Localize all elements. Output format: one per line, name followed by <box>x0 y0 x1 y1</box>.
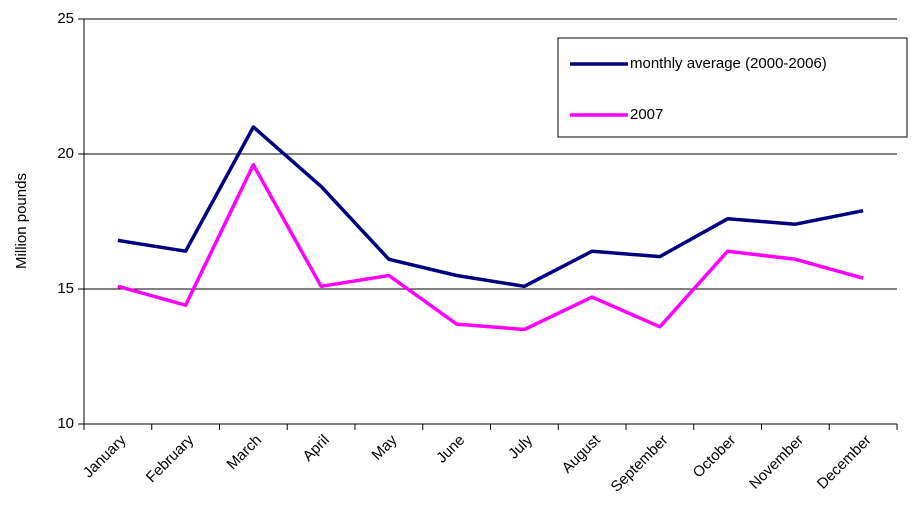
y-tick-label: 25 <box>57 10 74 27</box>
legend-box <box>557 37 908 138</box>
x-tick-label: April <box>300 432 333 465</box>
x-tick-label: March <box>224 432 265 473</box>
x-tick-label: February <box>143 431 198 486</box>
series-line <box>117 125 864 289</box>
legend: monthly average (2000-2006) 2007 <box>557 37 908 138</box>
x-tick-label: December <box>814 432 875 493</box>
series-line <box>117 163 864 332</box>
legend-label: 2007 <box>630 106 663 123</box>
x-tick-label: November <box>746 432 807 493</box>
x-tick-label: August <box>559 431 605 477</box>
x-tick-label: July <box>505 431 536 462</box>
y-axis-label: Million pounds <box>13 173 30 269</box>
y-tick-label: 10 <box>57 415 74 432</box>
y-tick-label: 15 <box>57 280 74 297</box>
x-tick-label: May <box>368 431 400 463</box>
x-tick-label: June <box>433 432 468 467</box>
x-tick-label: January <box>80 431 130 481</box>
x-tick-label: October <box>690 432 740 482</box>
y-tick-label: 20 <box>57 145 74 162</box>
x-tick-label: September <box>608 432 672 496</box>
legend-label: monthly average (2000-2006) <box>630 55 827 72</box>
